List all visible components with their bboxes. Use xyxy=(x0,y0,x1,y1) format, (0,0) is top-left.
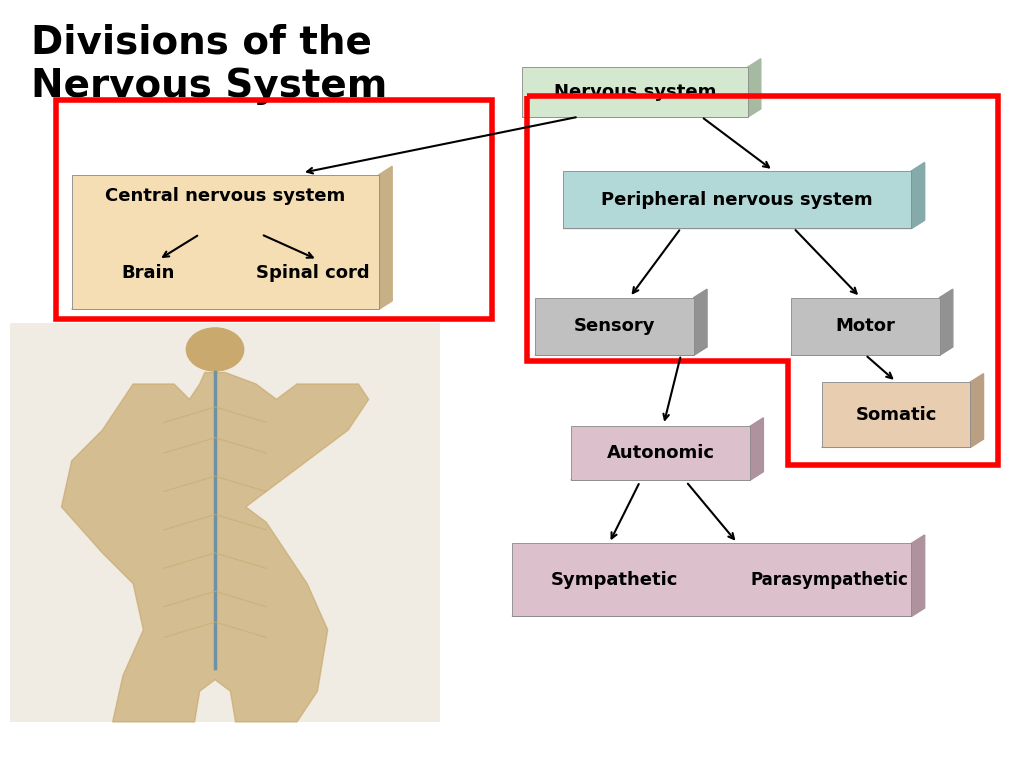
Polygon shape xyxy=(535,347,707,356)
FancyBboxPatch shape xyxy=(791,298,940,356)
Polygon shape xyxy=(512,608,925,616)
FancyBboxPatch shape xyxy=(571,426,750,480)
Polygon shape xyxy=(61,372,369,722)
Text: Somatic: Somatic xyxy=(855,406,937,424)
Polygon shape xyxy=(571,472,764,480)
Polygon shape xyxy=(911,163,925,229)
FancyBboxPatch shape xyxy=(522,67,748,118)
Text: Central nervous system: Central nervous system xyxy=(105,187,345,205)
FancyBboxPatch shape xyxy=(72,175,379,310)
FancyBboxPatch shape xyxy=(563,171,911,229)
Polygon shape xyxy=(563,220,925,229)
Polygon shape xyxy=(940,290,952,356)
FancyBboxPatch shape xyxy=(10,323,440,722)
Polygon shape xyxy=(911,535,925,616)
Bar xyxy=(56,100,492,319)
FancyBboxPatch shape xyxy=(821,382,971,447)
Text: Sensory: Sensory xyxy=(573,317,655,336)
Polygon shape xyxy=(72,300,392,310)
Text: Motor: Motor xyxy=(836,317,895,336)
Text: Parasympathetic: Parasympathetic xyxy=(751,571,908,589)
Text: Divisions of the
Nervous System: Divisions of the Nervous System xyxy=(31,23,387,105)
Text: Brain: Brain xyxy=(122,263,175,282)
Polygon shape xyxy=(821,439,983,447)
Text: Peripheral nervous system: Peripheral nervous system xyxy=(601,190,873,209)
Text: Autonomic: Autonomic xyxy=(606,444,715,462)
Polygon shape xyxy=(694,290,707,356)
Polygon shape xyxy=(748,59,761,118)
Text: Sympathetic: Sympathetic xyxy=(551,571,678,589)
Polygon shape xyxy=(971,373,983,447)
Polygon shape xyxy=(791,347,952,356)
Polygon shape xyxy=(379,166,392,310)
Circle shape xyxy=(186,328,244,371)
Polygon shape xyxy=(522,109,761,118)
FancyBboxPatch shape xyxy=(535,298,694,356)
Text: Nervous system: Nervous system xyxy=(554,83,716,101)
Polygon shape xyxy=(750,418,764,480)
FancyBboxPatch shape xyxy=(512,544,911,616)
Text: Spinal cord: Spinal cord xyxy=(256,263,369,282)
